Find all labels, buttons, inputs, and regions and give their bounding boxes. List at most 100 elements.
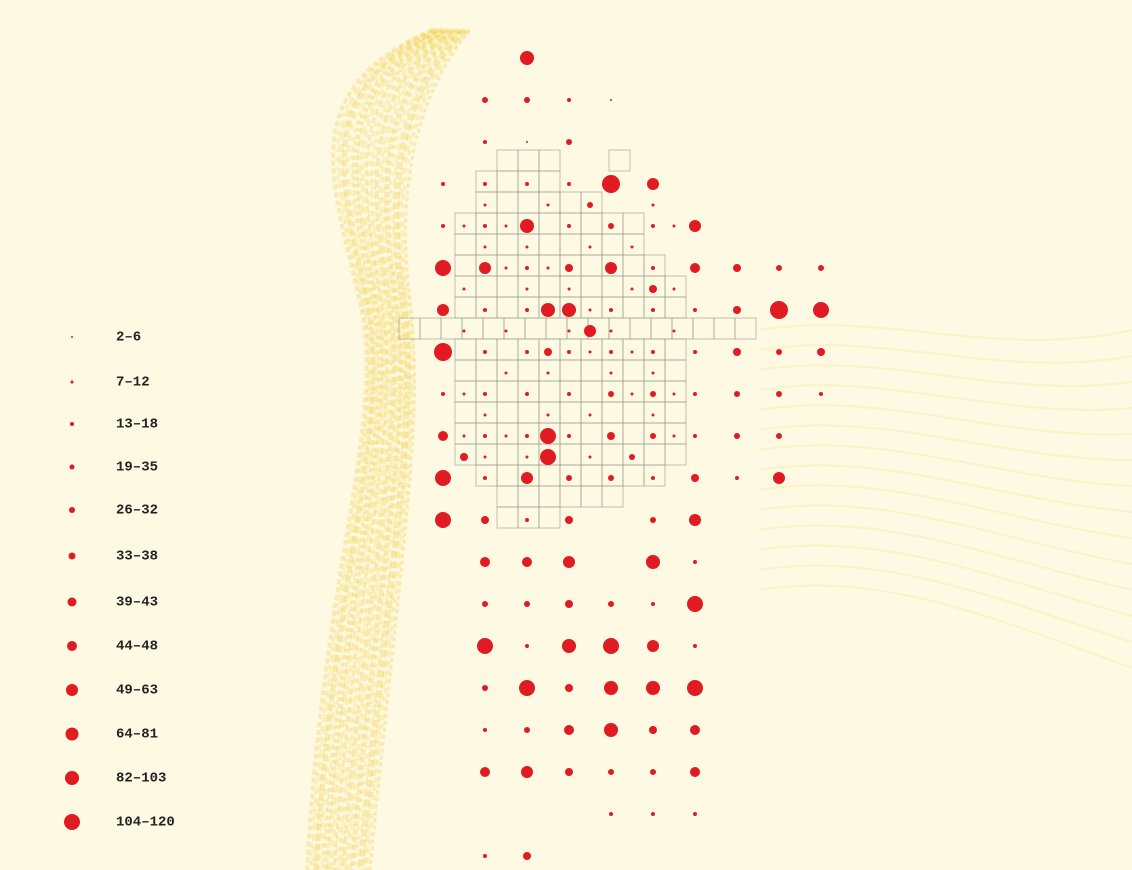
dot [567,182,571,186]
dot [567,98,571,102]
dot [435,260,451,276]
dot [673,225,676,228]
dot [484,309,487,312]
dot [734,391,740,397]
legend-label: 49–63 [116,683,158,699]
dot [482,97,488,103]
dot [687,596,703,612]
dot [589,414,592,417]
dot [505,267,508,270]
dot [693,560,697,564]
dot [522,557,532,567]
dot [690,725,700,735]
dot [652,204,655,207]
dot [562,639,576,653]
legend-dot [64,814,80,830]
legend-dot [68,598,77,607]
dot [568,330,571,333]
dot [483,182,487,186]
dot [770,301,788,319]
dot [691,474,699,482]
dot [631,351,634,354]
dot [608,769,614,775]
dot [525,266,529,270]
dot [776,265,782,271]
dot [689,220,701,232]
dot [673,435,676,438]
dot [734,433,740,439]
dot [589,246,592,249]
dot [687,680,703,696]
dot [484,204,487,207]
dot [505,372,508,375]
dot [631,393,634,396]
dot [463,330,466,333]
dot [483,224,487,228]
dot [651,602,655,606]
dot [608,391,614,397]
dot [520,51,534,65]
dot [673,393,676,396]
dot [610,435,613,438]
legend-dot [70,422,74,426]
dot [524,97,530,103]
dot [673,288,676,291]
dot [505,435,508,438]
dot [652,372,655,375]
dot [565,684,573,692]
dot [526,288,529,291]
dot [610,372,613,375]
dot [483,854,487,858]
dot [524,601,530,607]
dot [604,681,618,695]
dot [540,449,556,465]
dot [463,393,466,396]
dot [463,288,466,291]
legend-label: 64–81 [116,727,158,743]
dot [568,393,571,396]
dot [524,727,530,733]
dot [483,476,487,480]
dot [631,246,634,249]
dot [441,392,445,396]
dot [520,219,534,233]
dot [483,140,487,144]
dot [460,453,468,461]
dot [568,288,571,291]
dot [566,475,572,481]
dot [484,351,487,354]
dot [650,769,656,775]
dot [647,640,659,652]
legend-label: 39–43 [116,595,158,611]
dot [564,725,574,735]
dot [693,392,697,396]
dot [733,348,741,356]
dot [481,516,489,524]
dot [649,726,657,734]
dot [609,308,613,312]
background [0,0,1132,870]
dot [437,304,449,316]
legend-label: 33–38 [116,549,158,565]
dot [689,514,701,526]
legend-label: 13–18 [116,417,158,433]
dot [651,350,655,354]
legend-dot [70,465,75,470]
dot [693,434,697,438]
dot [441,224,445,228]
legend-dot [66,684,78,696]
dot [693,812,697,816]
dot [566,139,572,145]
dot [484,456,487,459]
dot [651,476,655,480]
legend-label: 104–120 [116,815,175,831]
dot [819,392,823,396]
page: {"legend": {"labels": ["2–6", "7–12", "1… [0,0,1132,870]
dot [602,175,620,193]
dot [565,600,573,608]
dot [547,204,550,207]
legend-label: 44–48 [116,639,158,655]
dot [631,288,634,291]
dot [735,476,739,480]
dot [547,372,550,375]
